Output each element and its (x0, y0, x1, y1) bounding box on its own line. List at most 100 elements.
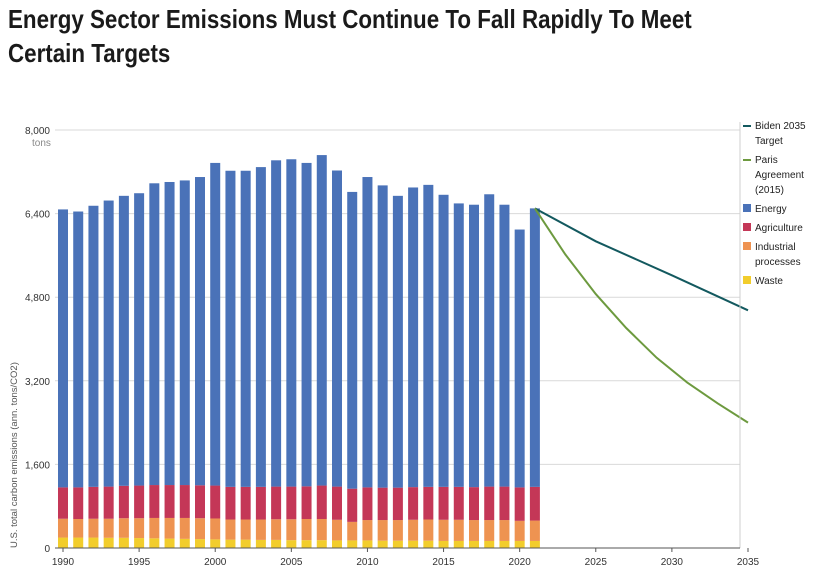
legend-swatch-industrial-processes (743, 242, 751, 250)
bar-waste (210, 539, 221, 548)
legend-label-biden-2035-target: Biden 2035 Target (755, 121, 806, 147)
bar-energy (225, 170, 236, 487)
bar-agriculture (271, 486, 282, 520)
legend-swatch-energy (743, 204, 751, 212)
bar-agriculture (149, 485, 160, 518)
legend: Biden 2035 Target Paris Agreement (2015) Ener… (743, 121, 806, 287)
bar-energy (179, 180, 190, 486)
bar-agriculture (362, 487, 373, 521)
bar-waste (301, 540, 312, 548)
bar-energy (453, 203, 464, 487)
bar-agriculture (377, 487, 388, 521)
bar-waste (332, 540, 342, 548)
x-tick-label: 2015 (432, 557, 455, 568)
x-tick-label: 2030 (661, 557, 684, 568)
bar-waste (286, 540, 297, 548)
bar-agriculture (286, 486, 297, 520)
bar-agriculture (103, 486, 114, 519)
bar-energy (149, 183, 160, 486)
bar-energy (286, 159, 297, 487)
bar-industrial-processes (73, 519, 84, 538)
bar-agriculture (469, 487, 479, 521)
bar-industrial-processes (179, 517, 190, 539)
bar-agriculture (179, 485, 190, 518)
bar-agriculture (484, 486, 495, 521)
bar-agriculture (332, 486, 342, 520)
legend-label-industrial-processes: Industrial processes (755, 242, 801, 268)
bar-agriculture (225, 486, 236, 520)
bar-agriculture (408, 487, 419, 520)
bar-agriculture (453, 486, 464, 520)
bar-industrial-processes (240, 519, 251, 540)
bar-energy (134, 193, 145, 486)
x-tick-label: 2010 (356, 557, 379, 568)
bar-waste (271, 539, 282, 548)
legend-label-paris-agreement-2015: Paris Agreement (2015) (755, 155, 804, 196)
bar-agriculture (240, 486, 251, 520)
bar-waste (529, 540, 540, 548)
legend-label-agriculture: Agriculture (755, 223, 803, 234)
bar-waste (438, 540, 449, 548)
bar-waste (149, 538, 160, 548)
bar-agriculture (347, 488, 358, 522)
bar-waste (316, 540, 327, 548)
bar-energy (423, 184, 434, 487)
bar-waste (255, 539, 266, 548)
bar-industrial-processes (392, 520, 403, 541)
bar-waste (469, 540, 479, 548)
bar-industrial-processes (408, 519, 419, 541)
bar-industrial-processes (423, 519, 434, 541)
x-tick-label: 2020 (509, 557, 532, 568)
bar-energy (347, 191, 358, 489)
y-axis-unit: tons (32, 138, 51, 149)
bar-industrial-processes (118, 518, 129, 538)
bar-industrial-processes (134, 518, 145, 539)
target-lines (534, 207, 749, 424)
bar-agriculture (73, 487, 84, 520)
bar-energy (362, 177, 373, 488)
bar-energy (301, 162, 312, 487)
bar-waste (58, 537, 68, 548)
bar-waste (73, 537, 84, 548)
bar-energy (103, 200, 114, 487)
bar-energy (164, 181, 175, 486)
bar-industrial-processes (164, 517, 175, 539)
bar-agriculture (88, 486, 99, 519)
bar-industrial-processes (103, 518, 114, 538)
bar-industrial-processes (438, 519, 449, 541)
line-biden-2035-target (534, 207, 749, 312)
bar-energy (58, 209, 68, 488)
x-tick-label: 1990 (52, 557, 75, 568)
x-tick-label: 1995 (128, 557, 151, 568)
bar-industrial-processes (195, 518, 205, 540)
bar-energy (499, 204, 510, 487)
bar-waste (225, 539, 236, 548)
bar-agriculture (164, 485, 175, 518)
bar-energy (118, 195, 129, 486)
bar-waste (392, 540, 403, 548)
bar-industrial-processes (484, 520, 495, 541)
bar-industrial-processes (377, 520, 388, 541)
bar-industrial-processes (271, 519, 282, 540)
bar-industrial-processes (58, 518, 68, 538)
bar-agriculture (316, 485, 327, 520)
bar-industrial-processes (316, 519, 327, 541)
bar-waste (134, 538, 145, 548)
bar-energy (88, 205, 99, 487)
y-tick-label: 4,800 (25, 293, 50, 304)
bar-industrial-processes (210, 518, 221, 540)
bar-industrial-processes (529, 520, 540, 541)
bar-industrial-processes (149, 517, 160, 539)
bar-energy (392, 195, 403, 488)
bar-agriculture (301, 486, 312, 520)
bar-industrial-processes (286, 519, 297, 541)
axes: 0 1,600 3,200 4,800 6,400 8,000 1990 1995 2000 20… (25, 122, 760, 568)
bar-industrial-processes (255, 519, 266, 540)
bar-industrial-processes (225, 519, 236, 540)
bar-waste (164, 538, 175, 548)
bar-energy (271, 160, 282, 487)
x-tick-label: 2035 (737, 557, 760, 568)
bar-energy (332, 170, 342, 487)
y-tick-label: 6,400 (25, 210, 50, 221)
